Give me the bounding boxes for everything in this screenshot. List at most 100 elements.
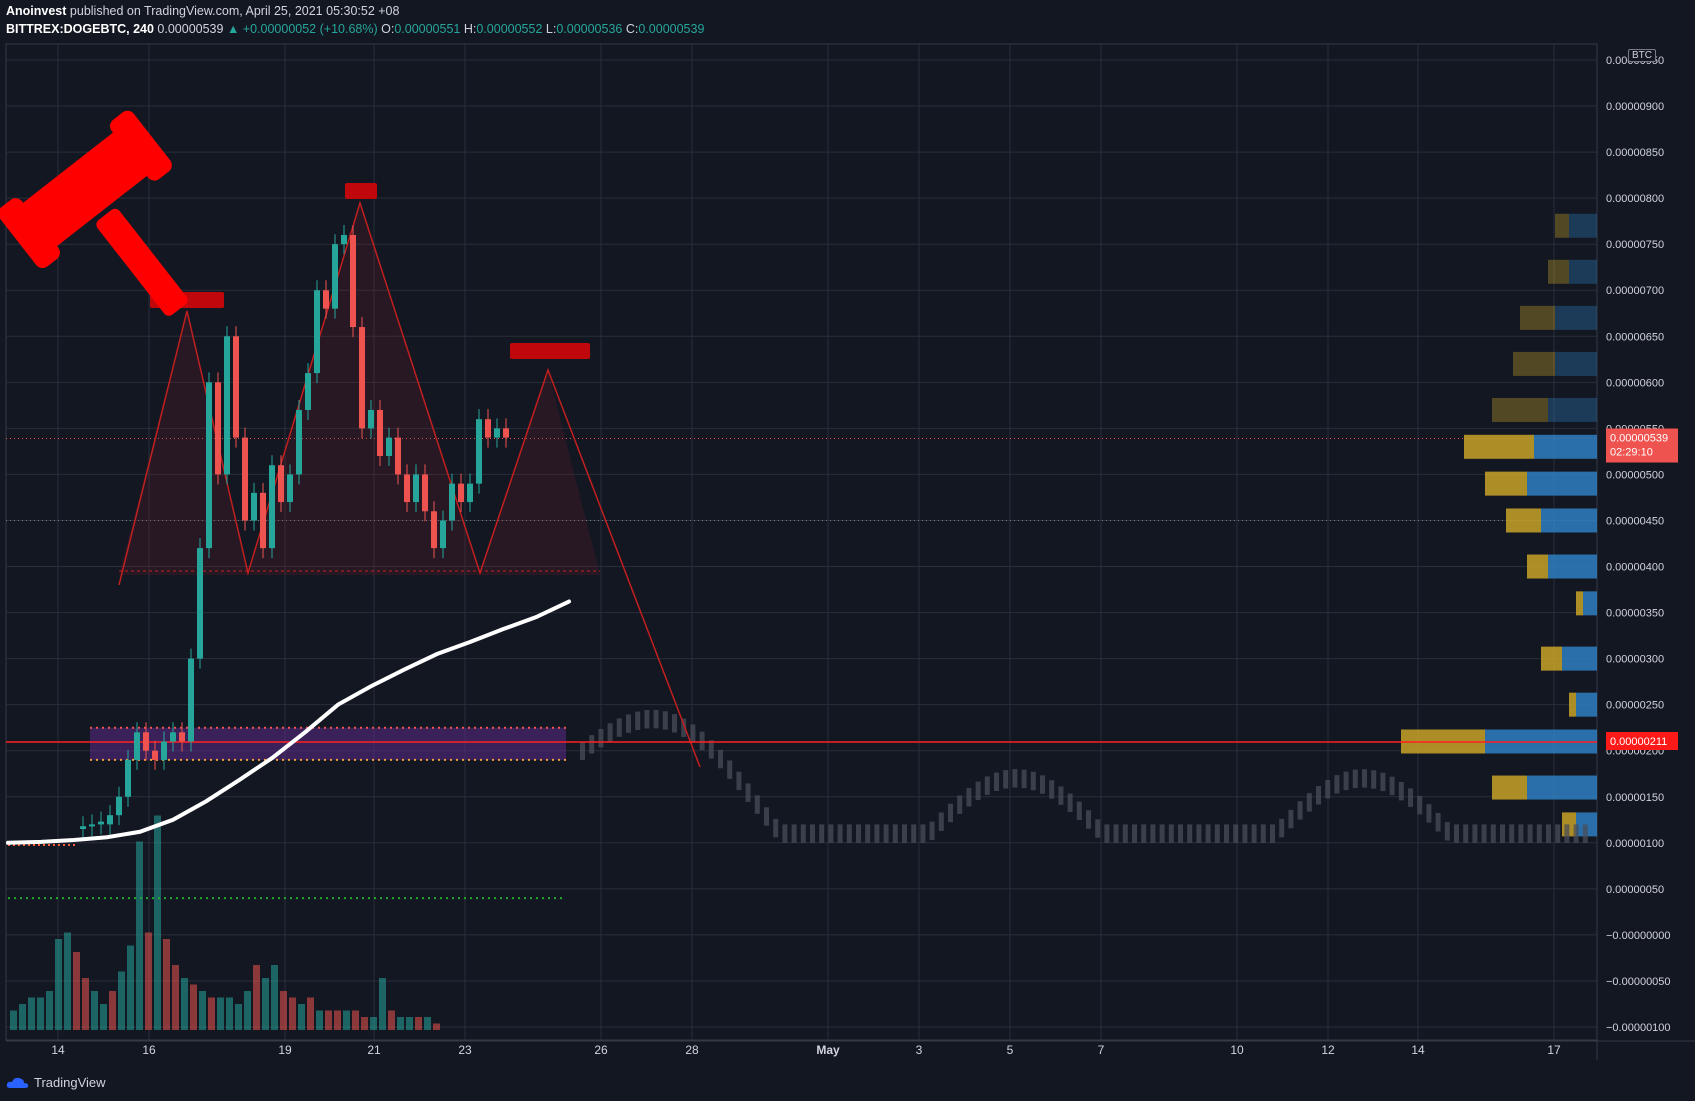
projection-candle bbox=[1233, 824, 1239, 843]
projection-candle bbox=[1187, 824, 1193, 843]
candle-body bbox=[395, 437, 401, 475]
volume-profile-up bbox=[1555, 213, 1569, 238]
projection-candle bbox=[1316, 786, 1321, 805]
volume-profile-up bbox=[1576, 591, 1583, 616]
projection-candle bbox=[920, 824, 926, 843]
volume-profile-up bbox=[1513, 351, 1555, 376]
projection-candle bbox=[589, 735, 595, 754]
current-price-text: 0.00000539 bbox=[1610, 433, 1668, 445]
plot-area[interactable] bbox=[5, 43, 1598, 1041]
y-tick-label: 0.00000500 bbox=[1606, 469, 1664, 481]
projection-candle bbox=[902, 824, 907, 843]
projection-candle bbox=[874, 824, 880, 843]
volume-profile-down bbox=[1576, 692, 1597, 717]
projection-candle bbox=[1389, 776, 1395, 796]
volume-bar bbox=[136, 841, 143, 1030]
volume-bar bbox=[73, 952, 80, 1030]
volume-profile-down bbox=[1562, 646, 1597, 671]
volume-profile-down bbox=[1534, 434, 1597, 459]
volume-bar bbox=[28, 997, 35, 1030]
projection-candle bbox=[1546, 824, 1551, 843]
projection-candle bbox=[1297, 801, 1303, 820]
right-shoulder-marker bbox=[510, 343, 590, 359]
x-tick-label: 23 bbox=[458, 1043, 472, 1057]
projection-candle bbox=[957, 795, 963, 814]
projection-candle bbox=[791, 824, 797, 843]
candle-body bbox=[422, 474, 428, 512]
projection-candle bbox=[1288, 809, 1294, 829]
tradingview-cloud-icon bbox=[6, 1077, 29, 1088]
candle-body bbox=[260, 492, 266, 549]
x-tick-label: 19 bbox=[278, 1043, 292, 1057]
projection-candle bbox=[1518, 824, 1524, 843]
projection-candle bbox=[1095, 819, 1101, 838]
volume-bar bbox=[190, 984, 197, 1030]
x-tick-label: 12 bbox=[1321, 1043, 1335, 1057]
projection-candle bbox=[690, 724, 696, 743]
price-change: ▲ +0.00000052 (+10.68%) bbox=[226, 22, 378, 36]
candle-body bbox=[377, 409, 383, 457]
projection-candle bbox=[1417, 795, 1423, 815]
x-tick-label: 14 bbox=[1411, 1043, 1425, 1057]
volume-bar bbox=[424, 1017, 431, 1030]
volume-bar bbox=[352, 1010, 359, 1030]
volume-profile-down bbox=[1541, 508, 1597, 533]
volume-bar bbox=[262, 978, 269, 1030]
projection-candle bbox=[1555, 824, 1561, 843]
candle-body bbox=[440, 520, 446, 549]
volume-bar bbox=[217, 997, 224, 1030]
volume-bar bbox=[298, 1004, 305, 1030]
candle-body bbox=[161, 741, 167, 760]
x-tick-label: 26 bbox=[594, 1043, 608, 1057]
projection-candle bbox=[883, 824, 889, 843]
volume-bar bbox=[289, 997, 296, 1030]
projection-candle bbox=[1582, 824, 1588, 843]
gavel-part bbox=[0, 198, 60, 269]
volume-bar bbox=[388, 1010, 395, 1030]
published-info: published on TradingView.com, April 25, … bbox=[69, 4, 400, 18]
head-shoulders-line bbox=[118, 200, 701, 768]
candle-body bbox=[503, 428, 509, 438]
projection-candle bbox=[626, 714, 631, 733]
projection-candle bbox=[984, 776, 990, 795]
tradingview-brand[interactable]: TradingView bbox=[34, 1075, 106, 1090]
volume-bar bbox=[64, 932, 71, 1030]
y-tick-label: 0.00000100 bbox=[1606, 838, 1664, 850]
volume-profile-down bbox=[1548, 554, 1597, 579]
volume-bar bbox=[154, 815, 161, 1030]
volume-bar bbox=[343, 1010, 350, 1030]
projection-candle bbox=[699, 731, 705, 751]
volume-bar bbox=[334, 1010, 341, 1030]
candle-body bbox=[404, 474, 410, 503]
author-name[interactable]: Anoinvest bbox=[6, 4, 67, 18]
projection-candle bbox=[1270, 824, 1275, 843]
volume-profile-up bbox=[1548, 259, 1569, 284]
projection-candle bbox=[938, 812, 944, 831]
symbol-label[interactable]: BITTREX:DOGEBTC, 240 bbox=[6, 22, 154, 36]
currency-badge[interactable]: BTC bbox=[1628, 49, 1656, 62]
projection-candle bbox=[1012, 769, 1018, 788]
support-zone bbox=[90, 727, 566, 760]
projection-candle bbox=[1426, 804, 1432, 823]
projection-candle bbox=[1122, 824, 1128, 843]
projection-candle bbox=[837, 824, 843, 843]
candle-body bbox=[143, 732, 149, 751]
high-value: 0.00000552 bbox=[476, 22, 543, 36]
x-tick-label: 17 bbox=[1547, 1043, 1561, 1057]
projection-candle bbox=[708, 740, 714, 759]
candle-body bbox=[233, 336, 239, 438]
projection-candle bbox=[948, 803, 953, 823]
projection-candle bbox=[1352, 769, 1358, 789]
candle-body bbox=[485, 419, 491, 438]
volume-bar bbox=[55, 939, 62, 1030]
projection-candle bbox=[892, 824, 898, 843]
y-tick-label: 0.00000700 bbox=[1606, 285, 1664, 297]
projection-candle bbox=[966, 788, 972, 807]
candle-body bbox=[224, 336, 230, 475]
volume-profile-up bbox=[1569, 692, 1576, 717]
projection-candle bbox=[1242, 824, 1248, 843]
candle-body bbox=[98, 821, 104, 825]
volume-profile-up bbox=[1527, 554, 1548, 579]
projection-candle bbox=[1049, 780, 1055, 799]
